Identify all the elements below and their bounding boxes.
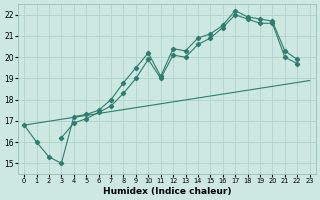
- X-axis label: Humidex (Indice chaleur): Humidex (Indice chaleur): [103, 187, 231, 196]
